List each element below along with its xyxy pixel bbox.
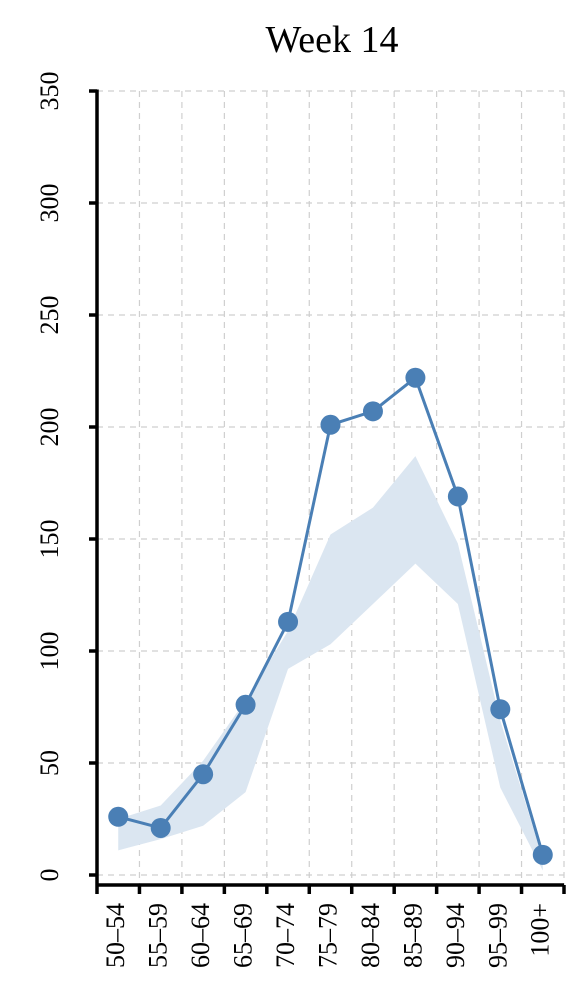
x-tick-label: 55–59 bbox=[144, 903, 173, 968]
y-tick-label: 150 bbox=[35, 520, 64, 559]
y-tick-label: 350 bbox=[35, 72, 64, 111]
data-point bbox=[278, 611, 299, 632]
x-tick-label: 85–89 bbox=[398, 903, 427, 968]
data-point bbox=[150, 817, 171, 838]
data-point bbox=[447, 486, 468, 507]
data-point bbox=[108, 806, 129, 827]
data-point bbox=[235, 694, 256, 715]
data-point bbox=[490, 699, 511, 720]
x-tick-label: 75–79 bbox=[313, 903, 342, 968]
x-tick-label: 60–64 bbox=[186, 903, 215, 968]
chart-title: Week 14 bbox=[265, 19, 398, 61]
data-point bbox=[193, 764, 214, 785]
x-tick-label: 80–84 bbox=[356, 903, 385, 968]
uncertainty-band bbox=[118, 456, 543, 871]
data-point bbox=[532, 844, 553, 865]
y-tick-label: 250 bbox=[35, 296, 64, 335]
x-tick-label: 90–94 bbox=[441, 903, 470, 968]
x-tick-label: 50–54 bbox=[101, 903, 130, 968]
x-tick-label: 70–74 bbox=[271, 903, 300, 968]
x-tick-label: 65–69 bbox=[229, 903, 258, 968]
y-tick-label: 50 bbox=[35, 750, 64, 776]
x-tick-label: 95–99 bbox=[483, 903, 512, 968]
data-point bbox=[405, 367, 426, 388]
y-tick-label: 200 bbox=[35, 408, 64, 447]
y-tick-label: 0 bbox=[35, 869, 64, 882]
y-tick-label: 100 bbox=[35, 632, 64, 671]
x-tick-label: 100+ bbox=[526, 903, 555, 957]
data-point bbox=[362, 401, 383, 422]
y-tick-label: 300 bbox=[35, 184, 64, 223]
data-point bbox=[320, 414, 341, 435]
